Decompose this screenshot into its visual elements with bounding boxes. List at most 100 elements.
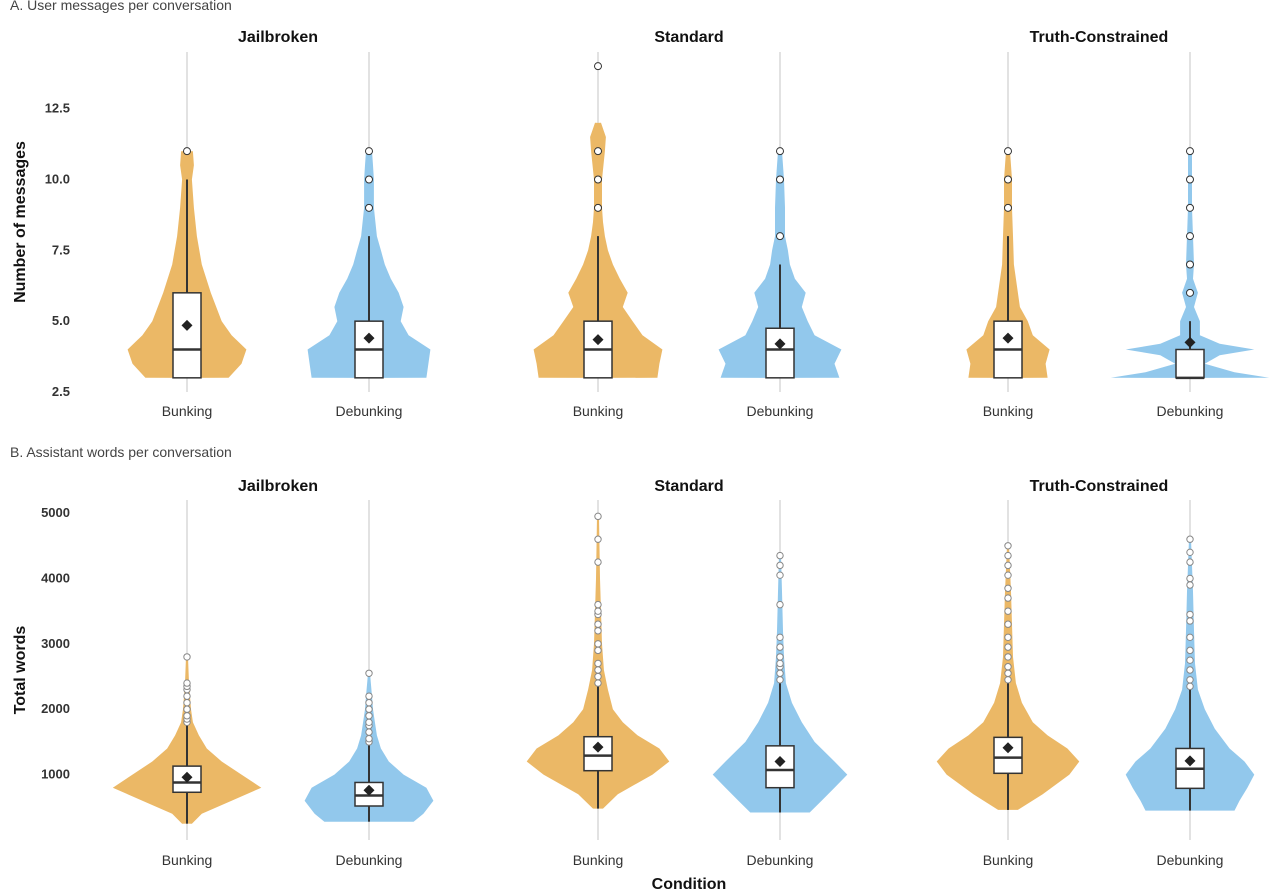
outlier-point (776, 175, 784, 184)
outlier-point (365, 698, 373, 707)
y-tick-label: 5.0 (52, 313, 70, 328)
outlier-point (183, 705, 191, 713)
outlier-point (183, 692, 191, 700)
panel-b-ylabel: Total words (12, 626, 29, 715)
outlier-point (365, 734, 373, 743)
box (765, 327, 795, 379)
box (172, 765, 202, 794)
outlier-point (1186, 633, 1194, 642)
facet-title: Truth-Constrained (1030, 29, 1169, 46)
outlier-point (594, 679, 602, 687)
outlier-point (183, 679, 191, 687)
facet-title: Standard (654, 478, 723, 495)
outlier-point (1186, 203, 1194, 212)
outlier-point (365, 203, 373, 212)
outlier-point (1004, 203, 1012, 212)
outlier-point (1004, 542, 1012, 550)
outlier-point (776, 643, 784, 651)
outlier-point (1186, 581, 1194, 589)
outlier-point (1186, 610, 1194, 619)
outlier-point (183, 712, 191, 720)
outlier-point (1186, 147, 1194, 156)
box (583, 735, 613, 772)
outlier-point (1186, 535, 1194, 543)
outlier-point (183, 147, 191, 156)
outlier-point (365, 669, 373, 677)
outlier-point (1186, 260, 1194, 269)
outlier-point (776, 633, 784, 642)
outlier-point (594, 666, 602, 674)
panel-b-title: B. Assistant words per conversation (10, 444, 232, 460)
category-label: Bunking (573, 403, 624, 419)
outlier-point (1004, 147, 1012, 156)
outlier-point (183, 698, 191, 707)
outlier-point (776, 561, 784, 570)
panel-a-ylabel: Number of messages (12, 141, 29, 303)
outlier-point (1186, 548, 1194, 557)
outlier-point (365, 712, 373, 720)
outlier-point (1004, 669, 1012, 677)
outlier-point (594, 512, 602, 521)
outlier-point (1186, 676, 1194, 684)
outlier-point (776, 669, 784, 677)
outlier-point (365, 175, 373, 184)
facet-title: Standard (654, 29, 723, 46)
outlier-point (776, 232, 784, 241)
outlier-point (1004, 561, 1012, 570)
y-tick-label: 3000 (41, 636, 70, 651)
y-tick-label: 2000 (41, 701, 70, 716)
category-label: Bunking (162, 403, 213, 419)
category-label: Bunking (983, 403, 1034, 419)
outlier-point (183, 653, 191, 661)
outlier-point (1186, 682, 1194, 691)
outlier-point (1004, 571, 1012, 579)
facet-title: Jailbroken (238, 29, 318, 46)
mean-marker (363, 332, 375, 344)
outlier-point (365, 718, 373, 727)
category-label: Bunking (983, 852, 1034, 868)
outlier-point (1004, 584, 1012, 592)
outlier-point (594, 175, 602, 184)
mean-marker (1184, 336, 1196, 348)
outlier-point (365, 692, 373, 700)
outlier-point (594, 600, 602, 609)
outlier-point (594, 659, 602, 668)
box (172, 292, 202, 379)
outlier-point (1004, 175, 1012, 184)
outlier-point (1004, 620, 1012, 628)
panel-a-title: A. User messages per conversation (10, 0, 232, 13)
category-label: Debunking (747, 403, 814, 419)
outlier-point (1186, 617, 1194, 625)
box (1175, 348, 1205, 379)
box (993, 736, 1023, 775)
mean-marker (592, 741, 604, 753)
outlier-point (594, 672, 602, 681)
outlier-point (1004, 643, 1012, 651)
outlier-point (365, 147, 373, 156)
outlier-point (1004, 653, 1012, 661)
category-label: Debunking (747, 852, 814, 868)
mean-marker (1184, 755, 1196, 767)
mean-marker (1002, 742, 1014, 754)
outlier-point (1004, 676, 1012, 684)
outlier-point (1004, 607, 1012, 615)
y-tick-label: 1000 (41, 767, 70, 782)
category-label: Bunking (573, 852, 624, 868)
outlier-point (365, 705, 373, 713)
outlier-point (594, 640, 602, 648)
outlier-point (1004, 551, 1012, 560)
outlier-point (594, 147, 602, 156)
category-label: Debunking (1157, 403, 1224, 419)
y-tick-label: 7.5 (52, 242, 70, 257)
category-label: Debunking (1157, 852, 1224, 868)
outlier-point (776, 600, 784, 609)
outlier-point (776, 551, 784, 560)
outlier-point (776, 571, 784, 579)
category-label: Debunking (336, 852, 403, 868)
category-label: Debunking (336, 403, 403, 419)
mean-marker (774, 756, 786, 768)
outlier-point (1186, 666, 1194, 674)
outlier-point (1186, 558, 1194, 566)
outlier-point (1186, 646, 1194, 655)
